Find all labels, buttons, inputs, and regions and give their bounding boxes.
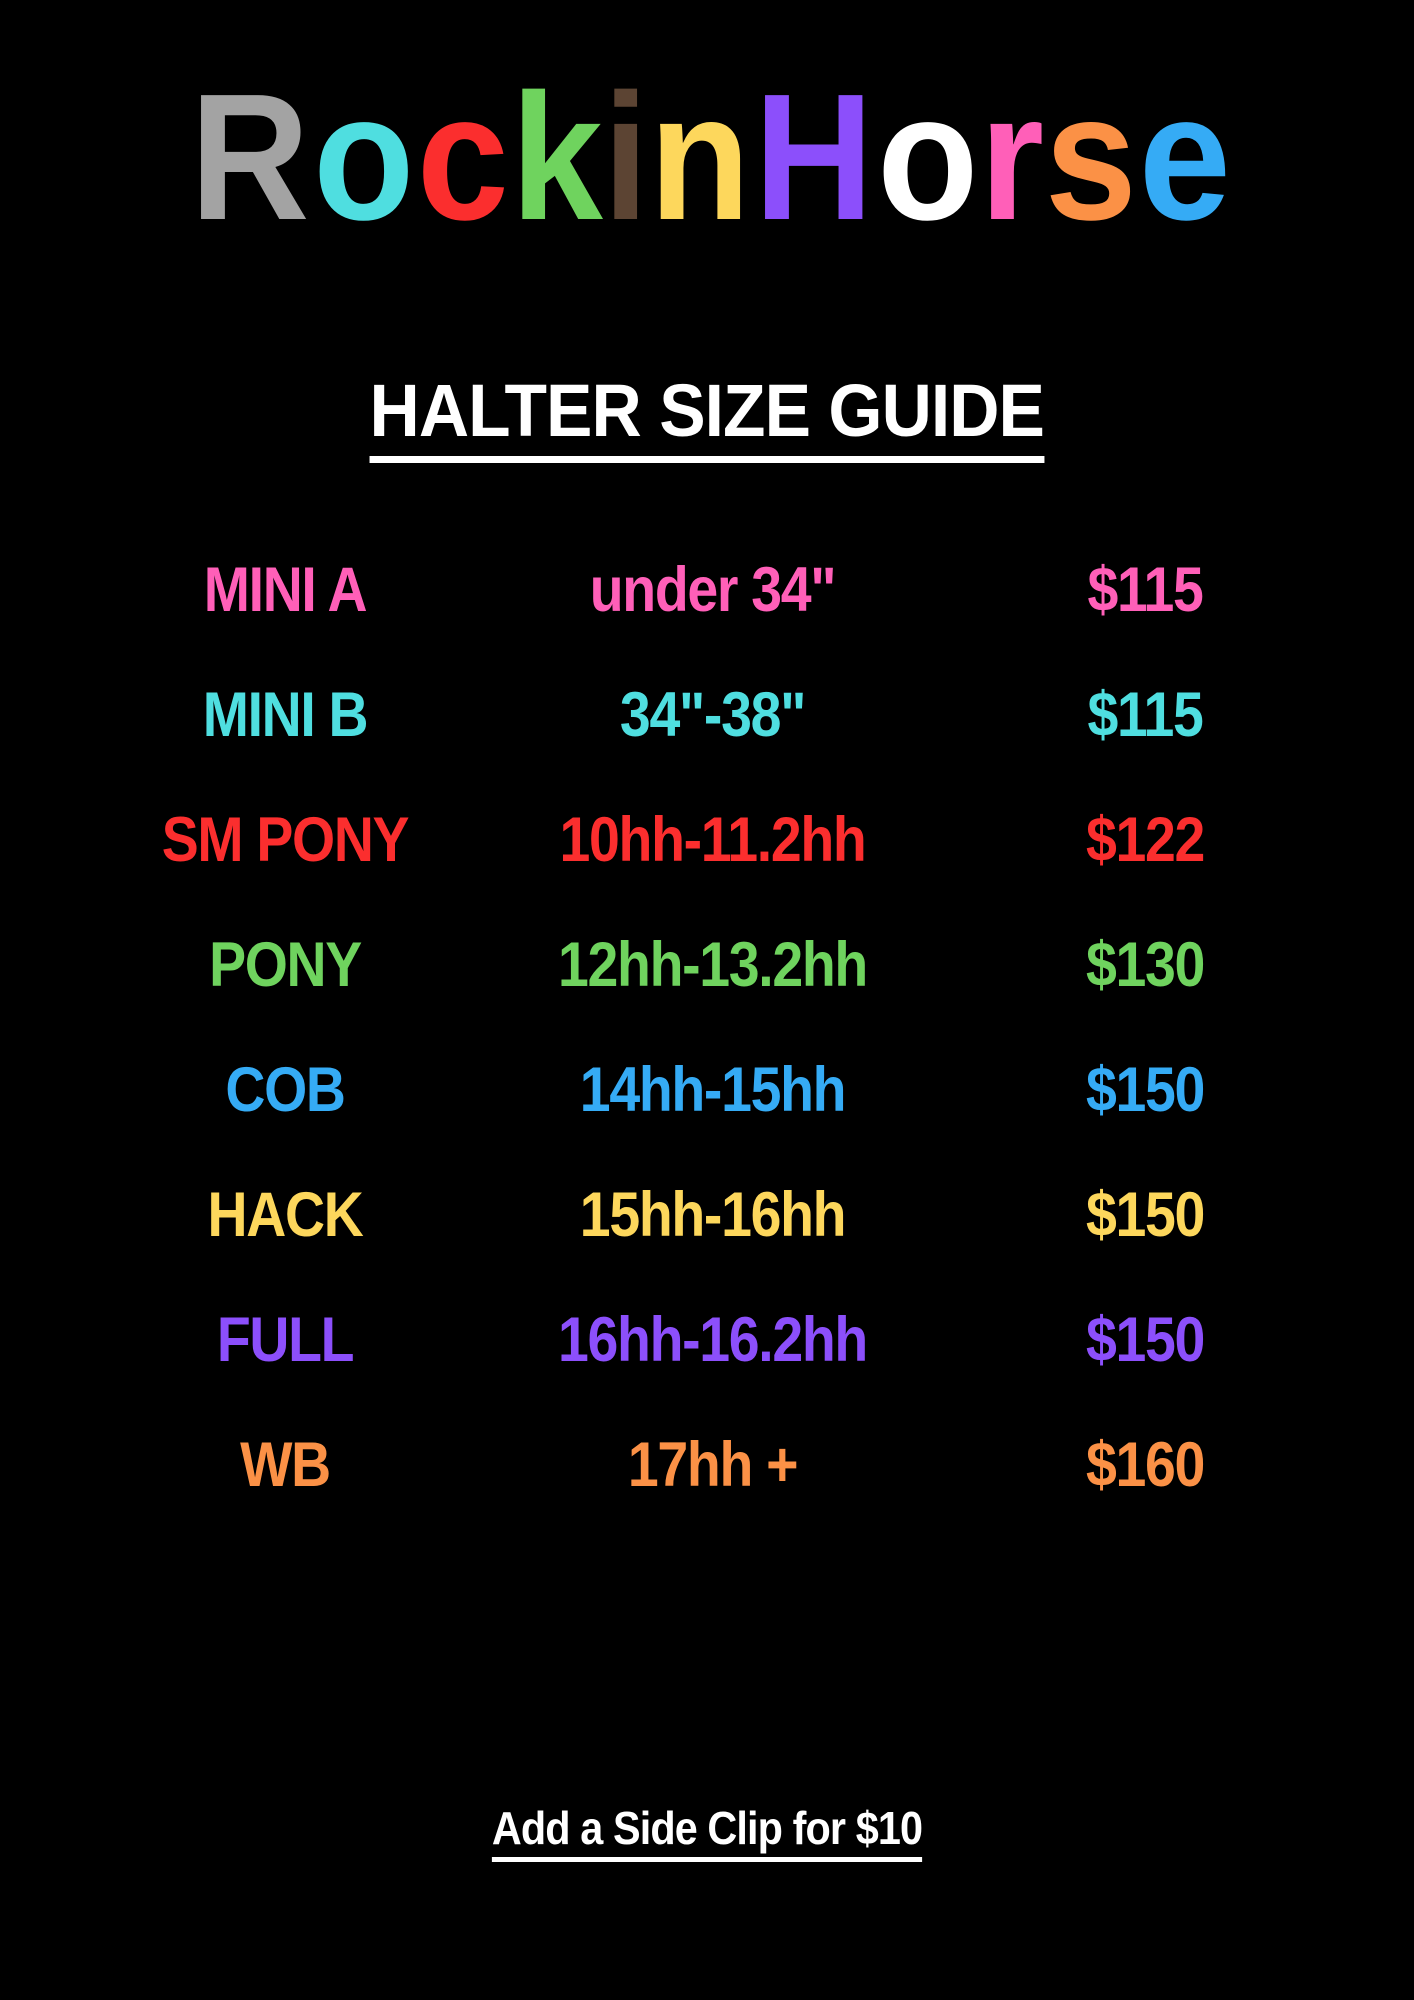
table-row: MINI B 34"-38" $115 — [0, 653, 1414, 778]
page-title: HALTER SIZE GUIDE — [369, 368, 1045, 463]
table-row: COB 14hh-15hh $150 — [0, 1028, 1414, 1153]
size-label: HACK — [207, 1180, 364, 1250]
table-row: WB 17hh + $160 — [0, 1403, 1414, 1528]
brand-letter: r — [979, 57, 1043, 258]
size-price: $150 — [1085, 1180, 1205, 1250]
size-range: 10hh-11.2hh — [559, 805, 867, 875]
size-range: 34"-38" — [619, 680, 806, 750]
brand-letter: R — [189, 57, 310, 258]
size-range: 14hh-15hh — [579, 1055, 847, 1125]
size-label: WB — [240, 1430, 331, 1500]
size-range: 15hh-16hh — [579, 1180, 847, 1250]
size-range: under 34" — [589, 555, 837, 625]
brand-letter: H — [753, 57, 874, 258]
size-price: $160 — [1085, 1430, 1205, 1500]
size-label: MINI B — [202, 680, 369, 750]
size-price: $130 — [1085, 930, 1205, 1000]
brand-letter: o — [877, 57, 978, 258]
brand-letter: n — [649, 57, 750, 258]
size-label: MINI A — [203, 555, 368, 625]
size-price: $150 — [1085, 1055, 1205, 1125]
brand-letter: k — [510, 57, 603, 258]
side-clip-note: Add a Side Clip for $10 — [491, 1800, 923, 1862]
brand-letter: s — [1044, 57, 1137, 258]
size-price: $115 — [1087, 555, 1203, 625]
size-label: SM PONY — [161, 805, 410, 875]
size-label: FULL — [216, 1305, 355, 1375]
brand-letter: e — [1138, 57, 1231, 258]
table-row: SM PONY 10hh-11.2hh $122 — [0, 778, 1414, 903]
size-price: $150 — [1085, 1305, 1205, 1375]
brand-logo: RockinHorse — [0, 58, 1414, 258]
size-range: 17hh + — [627, 1430, 799, 1500]
size-range: 12hh-13.2hh — [558, 930, 868, 1000]
page-title-container: HALTER SIZE GUIDE — [0, 368, 1414, 463]
brand-letter: c — [416, 57, 509, 258]
brand-letter: o — [312, 57, 414, 258]
size-price: $115 — [1087, 680, 1203, 750]
size-price: $122 — [1085, 805, 1205, 875]
brand-letter: i — [602, 57, 649, 258]
size-label: PONY — [209, 930, 362, 1000]
footer-container: Add a Side Clip for $10 — [0, 1800, 1414, 1862]
table-row: HACK 15hh-16hh $150 — [0, 1153, 1414, 1278]
table-row: PONY 12hh-13.2hh $130 — [0, 903, 1414, 1028]
table-row: MINI A under 34" $115 — [0, 528, 1414, 653]
size-table: MINI A under 34" $115 MINI B 34"-38" $115 SM P… — [0, 528, 1414, 1528]
size-range: 16hh-16.2hh — [558, 1305, 868, 1375]
size-label: COB — [225, 1055, 346, 1125]
table-row: FULL 16hh-16.2hh $150 — [0, 1278, 1414, 1403]
